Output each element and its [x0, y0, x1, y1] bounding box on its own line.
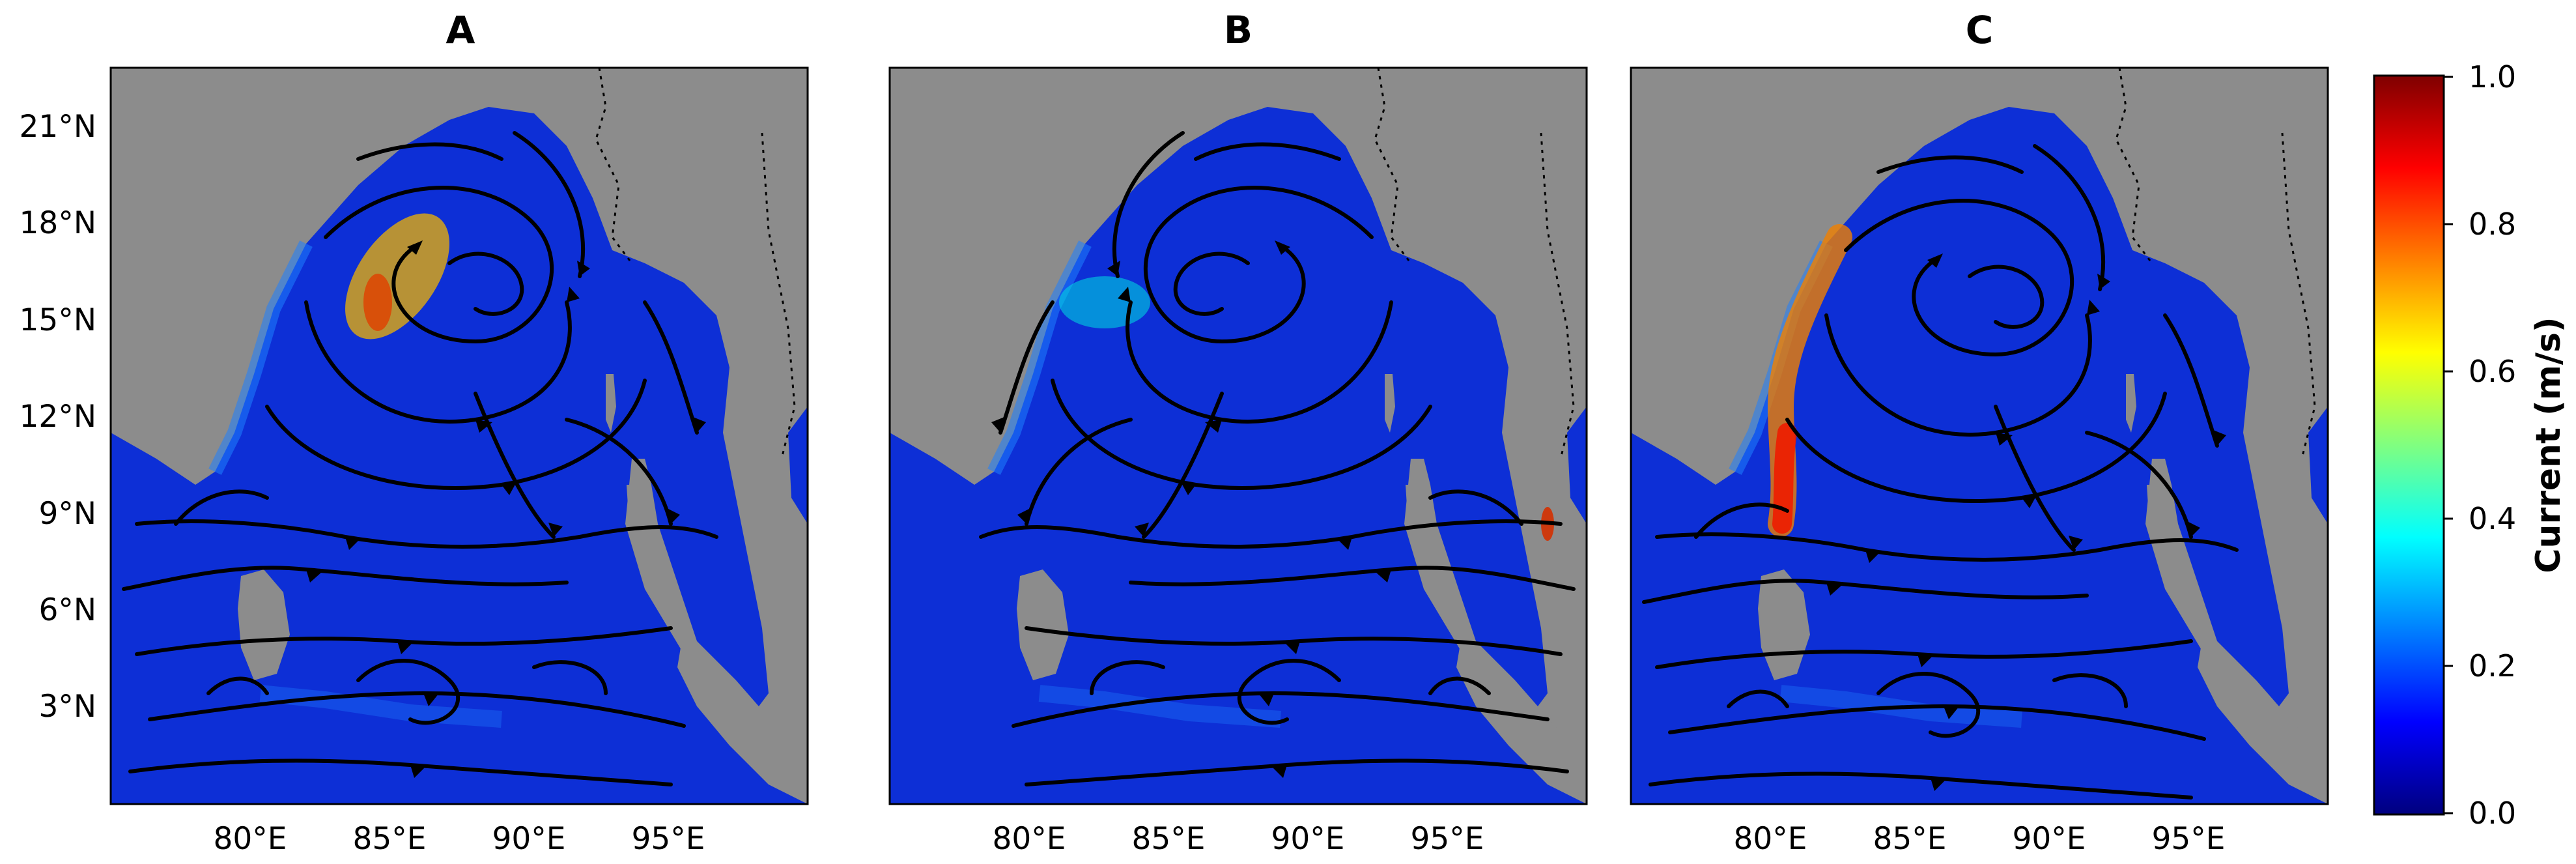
lat-label-18n: 18°N [20, 205, 96, 241]
panel-b-lon-90e: 90°E [1271, 821, 1344, 857]
panel-b-title: B [1224, 8, 1253, 52]
panel-b-hotspot [1059, 276, 1150, 328]
lat-label-3n: 3°N [38, 689, 96, 725]
lat-label-9n: 9°N [38, 496, 96, 532]
panel-a-lon-80e: 80°E [213, 821, 287, 857]
colorbar-tick-5: 1.0 [2469, 59, 2516, 94]
panel-a-map [111, 68, 808, 804]
lat-label-12n: 12°N [20, 399, 96, 435]
panel-a-lon-90e: 90°E [492, 821, 565, 857]
panel-a: A 21°N 18°N 15°N 12°N 9°N 6°N 3°N 80°E 8… [20, 8, 808, 857]
panel-b-lon-80e: 80°E [992, 821, 1066, 857]
panel-c-lon-85e: 85°E [1873, 821, 1946, 857]
panel-a-lon-95e: 95°E [631, 821, 705, 857]
colorbar-tick-1: 0.2 [2469, 648, 2516, 684]
lat-label-21n: 21°N [20, 109, 96, 145]
colorbar-tick-3: 0.6 [2469, 354, 2516, 389]
panel-c-title: C [1966, 8, 1994, 52]
panel-c-lon-90e: 90°E [2012, 821, 2086, 857]
colorbar-tick-4: 0.8 [2469, 207, 2516, 242]
colorbar-tick-0: 0.0 [2469, 796, 2516, 831]
panel-c-hotspot-core [1772, 423, 1797, 534]
colorbar-tick-2: 0.4 [2469, 501, 2516, 536]
panel-a-hotspot-core [363, 274, 392, 331]
lat-label-15n: 15°N [20, 302, 96, 338]
panel-c: C 80°E 85°E 90°E 95°E [1631, 8, 2328, 857]
colorbar: 0.0 0.2 0.4 0.6 0.8 1.0 Current (m/s) [2373, 59, 2568, 831]
lat-label-6n: 6°N [38, 592, 96, 628]
panel-c-lon-80e: 80°E [1733, 821, 1807, 857]
panel-a-lon-85e: 85°E [352, 821, 426, 857]
panel-b-lon-95e: 95°E [1410, 821, 1484, 857]
colorbar-label: Current (m/s) [2529, 317, 2568, 573]
panel-c-lon-95e: 95°E [2151, 821, 2225, 857]
panel-b: B 80°E 85°E 90°E 95°E [890, 8, 1587, 857]
panel-b-map [890, 68, 1587, 804]
colorbar-gradient [2373, 74, 2445, 816]
panel-b-lon-85e: 85°E [1131, 821, 1205, 857]
panel-c-map [1631, 68, 2328, 804]
panel-a-title: A [446, 8, 475, 52]
